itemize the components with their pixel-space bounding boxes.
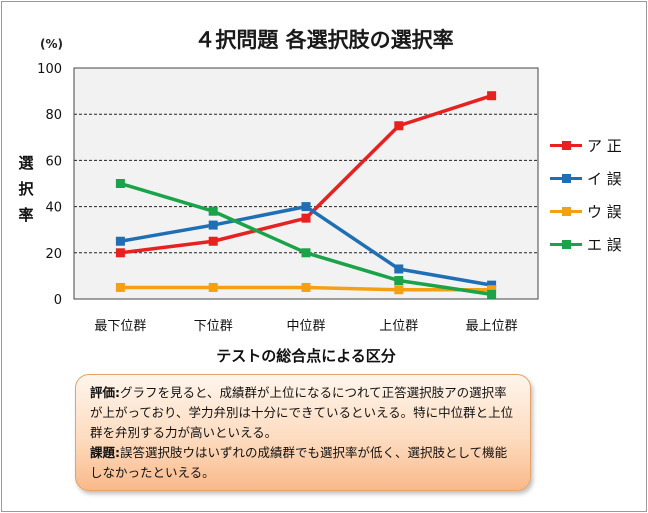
- y-axis-label-char: 択: [18, 180, 34, 198]
- x-axis-label: テストの総合点による区分: [216, 347, 396, 365]
- legend-label: ア 正: [587, 137, 622, 155]
- data-point: [301, 248, 311, 258]
- data-point: [487, 280, 497, 290]
- issue-label: 課題:: [90, 445, 120, 460]
- data-point: [208, 206, 218, 216]
- x-tick-label: 最上位群: [466, 319, 518, 334]
- data-point: [115, 236, 125, 246]
- data-point: [208, 282, 218, 292]
- legend-marker: [562, 174, 571, 183]
- data-point: [301, 202, 311, 212]
- y-axis-label-char: 率: [18, 206, 34, 224]
- legend-marker: [562, 207, 571, 216]
- data-point: [208, 220, 218, 230]
- data-point: [394, 121, 404, 131]
- y-axis-label: 選択率: [16, 150, 36, 228]
- legend-label: エ 誤: [587, 236, 622, 254]
- y-axis-label-char: 選: [18, 154, 34, 172]
- data-point: [487, 289, 497, 299]
- x-tick-label: 中位群: [286, 319, 325, 334]
- data-point: [301, 213, 311, 223]
- data-point: [208, 236, 218, 246]
- issue-text: 誤答選択肢ウはいずれの成績群でも選択率が低く、選択肢として機能しなかったといえる…: [90, 445, 508, 480]
- plot-border: [73, 67, 539, 300]
- data-point: [487, 91, 497, 101]
- y-tick-label: 0: [54, 293, 62, 308]
- eval-text: グラフを見ると、成績群が上位になるにつれて正答選択肢アの選択率が上がっており、学…: [90, 385, 514, 440]
- data-point: [115, 282, 125, 292]
- line-chart: 0 20 40 60 80 100 最下位群 下位群 中位群 上位群 最上位群: [37, 62, 539, 334]
- data-point: [487, 285, 497, 295]
- data-point: [394, 264, 404, 274]
- data-point: [115, 248, 125, 258]
- y-tick-label: 100: [37, 62, 62, 77]
- x-tick-label: 下位群: [194, 319, 233, 334]
- x-tick-label: 最下位群: [94, 319, 146, 334]
- data-point: [394, 276, 404, 286]
- x-tick-label: 上位群: [379, 319, 418, 334]
- y-tick-label: 80: [45, 108, 62, 123]
- evaluation-note: 評価:グラフを見ると、成績群が上位になるにつれて正答選択肢アの選択率が上がってお…: [75, 374, 531, 491]
- data-point: [115, 179, 125, 188]
- legend-marker: [562, 141, 571, 150]
- y-tick-label: 60: [45, 154, 62, 169]
- y-axis-unit: (%): [40, 37, 63, 51]
- eval-label: 評価:: [90, 385, 120, 400]
- chart-title: ４択問題 各選択肢の選択率: [194, 28, 454, 52]
- data-point: [394, 285, 404, 295]
- legend-label: ウ 誤: [587, 203, 622, 221]
- y-tick-label: 20: [45, 247, 62, 262]
- y-tick-label: 40: [45, 201, 62, 216]
- legend-label: イ 誤: [587, 170, 622, 188]
- data-point: [301, 282, 311, 292]
- legend-marker: [562, 240, 571, 249]
